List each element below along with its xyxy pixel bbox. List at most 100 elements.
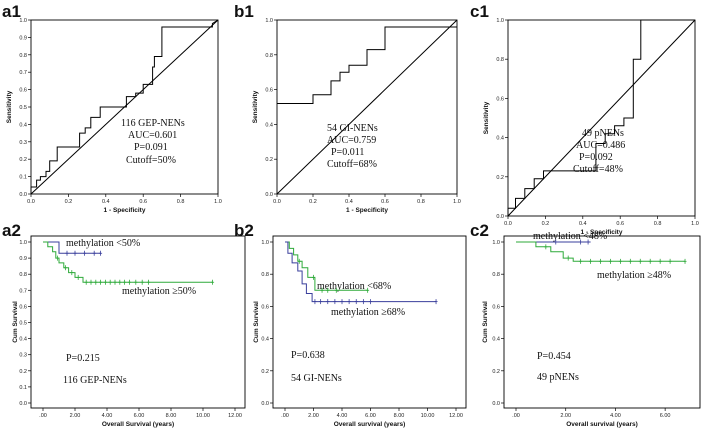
x-axis-title: 1 - Specificity — [581, 229, 623, 236]
x-tick-label: 0.2 — [309, 199, 317, 205]
x-tick-label: 6.00 — [660, 413, 671, 419]
x-tick-label: 12.00 — [228, 413, 242, 419]
y-tick-label: 0.1 — [19, 385, 27, 391]
km-panel-c2: c2 methylation <48% methylation ≥48% P=0… — [470, 221, 701, 428]
y-tick-label: 1.0 — [19, 240, 27, 246]
plot-frame — [507, 19, 696, 217]
annotation-auc: AUC=0.601 — [128, 130, 177, 141]
y-tick-label: 0.9 — [19, 35, 27, 41]
km-panel-a2: a2 methylation <50% methylation ≥50% P=0… — [2, 221, 246, 428]
y-tick-label: 0.4 — [496, 136, 504, 142]
annotation-cohort: 116 GEP-NENs — [121, 118, 185, 129]
panel-label: a2 — [2, 221, 21, 240]
x-tick-label: 10.00 — [196, 413, 210, 419]
annotation-cutoff: Cutoff=48% — [573, 164, 623, 175]
legend-label-series-1: methylation <48% — [533, 231, 607, 242]
roc-panel-b1: b1 54 GI-NENs AUC=0.759 P=0.011 Cutoff=6… — [234, 2, 461, 214]
y-tick-label: 0.5 — [19, 321, 27, 327]
x-tick-label: 4.00 — [102, 413, 113, 419]
y-tick-label: 0.0 — [492, 401, 500, 407]
x-tick-label: 0.8 — [177, 199, 185, 205]
y-tick-label: 0.0 — [496, 214, 504, 220]
roc-curve — [277, 26, 457, 104]
y-tick-label: 0.6 — [19, 304, 27, 310]
x-tick-label: 0.4 — [345, 199, 353, 205]
legend-label-series-1: methylation <50% — [66, 238, 140, 249]
annotation-cohort: 49 pNENs — [582, 128, 624, 139]
y-tick-label: 0.4 — [492, 337, 500, 343]
annotation-auc: AUC=0.759 — [327, 135, 376, 146]
y-tick-label: 0.6 — [265, 88, 273, 94]
y-tick-label: 1.0 — [19, 18, 27, 24]
y-axis-title: Sensitivity — [483, 101, 490, 134]
y-tick-label: 0.2 — [496, 175, 504, 181]
y-tick-label: 0.8 — [261, 272, 269, 278]
annotation-p-value: P=0.091 — [134, 142, 168, 153]
y-tick-label: 0.3 — [19, 353, 27, 359]
x-axis-title: Overall survival (years) — [334, 421, 406, 428]
cohort-label: 116 GEP-NENs — [63, 375, 127, 386]
x-axis-title: Overall survival (years) — [566, 421, 638, 428]
y-tick-label: 0.8 — [19, 53, 27, 59]
plot-frame — [272, 235, 467, 409]
y-tick-label: 0.4 — [19, 122, 27, 128]
y-tick-label: 0.2 — [265, 157, 273, 163]
annotation-cutoff: Cutoff=50% — [126, 155, 176, 166]
legend-label-series-2: methylation ≥50% — [122, 286, 196, 297]
roc-curve — [507, 19, 695, 216]
x-tick-label: 0.4 — [579, 221, 587, 227]
x-tick-label: 6.00 — [365, 413, 376, 419]
x-tick-label: 0.0 — [27, 199, 35, 205]
y-tick-label: 0.6 — [261, 304, 269, 310]
y-tick-label: 0.3 — [19, 140, 27, 146]
x-axis-title: 1 - Specificity — [346, 207, 388, 214]
y-tick-label: 0.2 — [19, 157, 27, 163]
y-tick-label: 0.2 — [261, 369, 269, 375]
x-tick-label: 1.0 — [691, 221, 699, 227]
y-tick-label: 1.0 — [265, 18, 273, 24]
y-tick-label: 0.2 — [19, 369, 27, 375]
reference-diagonal — [276, 19, 458, 195]
legend-label-series-2: methylation ≥68% — [331, 307, 405, 318]
roc-panel-c1: c1 49 pNENs AUC=0.486 P=0.092 Cutoff=48%… — [470, 2, 699, 236]
km-panel-b2: b2 methylation <68% methylation ≥68% P=0… — [234, 221, 467, 428]
cohort-label: 54 GI-NENs — [291, 373, 342, 384]
y-tick-label: 1.0 — [261, 240, 269, 246]
x-tick-label: 0.8 — [654, 221, 662, 227]
x-tick-label: 0.0 — [504, 221, 512, 227]
y-tick-label: 0.6 — [496, 96, 504, 102]
x-tick-label: 12.00 — [449, 413, 463, 419]
p-value-label: P=0.454 — [537, 351, 571, 362]
p-value-label: P=0.215 — [66, 353, 100, 364]
x-tick-label: 0.6 — [381, 199, 389, 205]
y-tick-label: 0.4 — [265, 122, 273, 128]
y-tick-label: 0.7 — [19, 288, 27, 294]
y-tick-label: 0.0 — [265, 192, 273, 198]
y-tick-label: 0.7 — [19, 70, 27, 76]
p-value-label: P=0.638 — [291, 350, 325, 361]
x-tick-label: 1.0 — [214, 199, 222, 205]
y-tick-label: 0.6 — [19, 88, 27, 94]
y-axis-title: Sensitivity — [6, 90, 13, 123]
x-tick-label: 2.00 — [70, 413, 81, 419]
y-tick-label: 0.0 — [19, 401, 27, 407]
x-tick-label: 8.00 — [166, 413, 177, 419]
x-tick-label: 4.00 — [610, 413, 621, 419]
x-tick-label: 0.8 — [417, 199, 425, 205]
x-tick-label: 0.0 — [273, 199, 281, 205]
y-axis-title: Cum Survival — [482, 301, 489, 343]
x-tick-label: 6.00 — [134, 413, 145, 419]
panel-label: c2 — [470, 221, 489, 240]
y-axis-title: Sensitivity — [252, 90, 259, 123]
x-axis-title: 1 - Specificity — [104, 207, 146, 214]
y-axis-title: Cum Survival — [12, 301, 19, 343]
x-tick-label: 0.6 — [139, 199, 147, 205]
panel-label: b1 — [234, 2, 254, 21]
x-tick-label: 10.00 — [421, 413, 435, 419]
y-tick-label: 0.8 — [265, 53, 273, 59]
survival-curve-2 — [43, 241, 213, 283]
x-axis-title: Overall Survival (years) — [102, 421, 174, 428]
x-tick-label: 0.4 — [102, 199, 110, 205]
x-tick-label: 0.6 — [616, 221, 624, 227]
